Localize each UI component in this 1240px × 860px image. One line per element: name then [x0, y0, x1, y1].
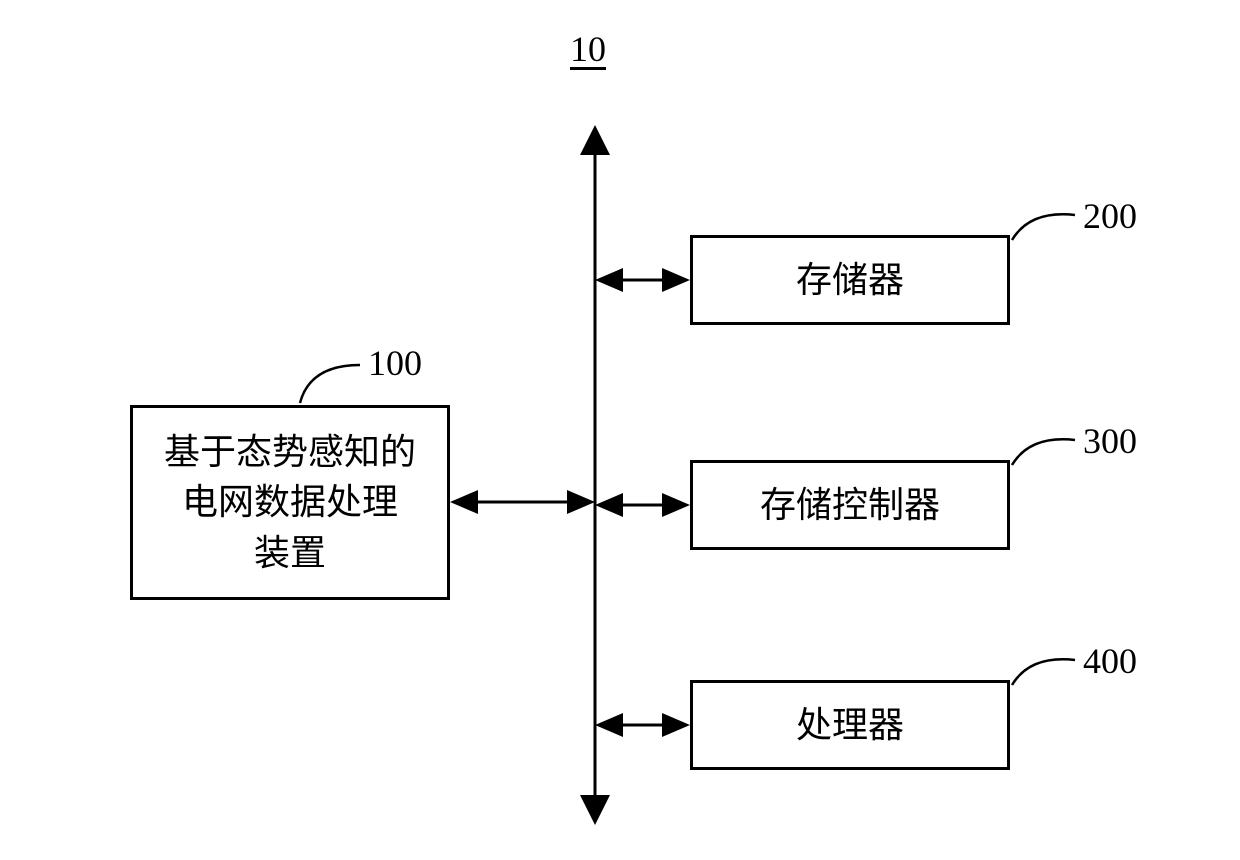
- controller-label: 存储控制器: [744, 472, 956, 538]
- processor-ref: 400: [1083, 640, 1137, 682]
- processor-box: 处理器: [690, 680, 1010, 770]
- processor-label: 处理器: [780, 692, 920, 758]
- main-device-box: 基于态势感知的 电网数据处理 装置: [130, 405, 450, 600]
- controller-box: 存储控制器: [690, 460, 1010, 550]
- main-device-ref: 100: [368, 342, 422, 384]
- memory-label: 存储器: [780, 247, 920, 313]
- memory-ref: 200: [1083, 195, 1137, 237]
- main-device-label: 基于态势感知的 电网数据处理 装置: [148, 419, 432, 586]
- memory-box: 存储器: [690, 235, 1010, 325]
- controller-ref: 300: [1083, 420, 1137, 462]
